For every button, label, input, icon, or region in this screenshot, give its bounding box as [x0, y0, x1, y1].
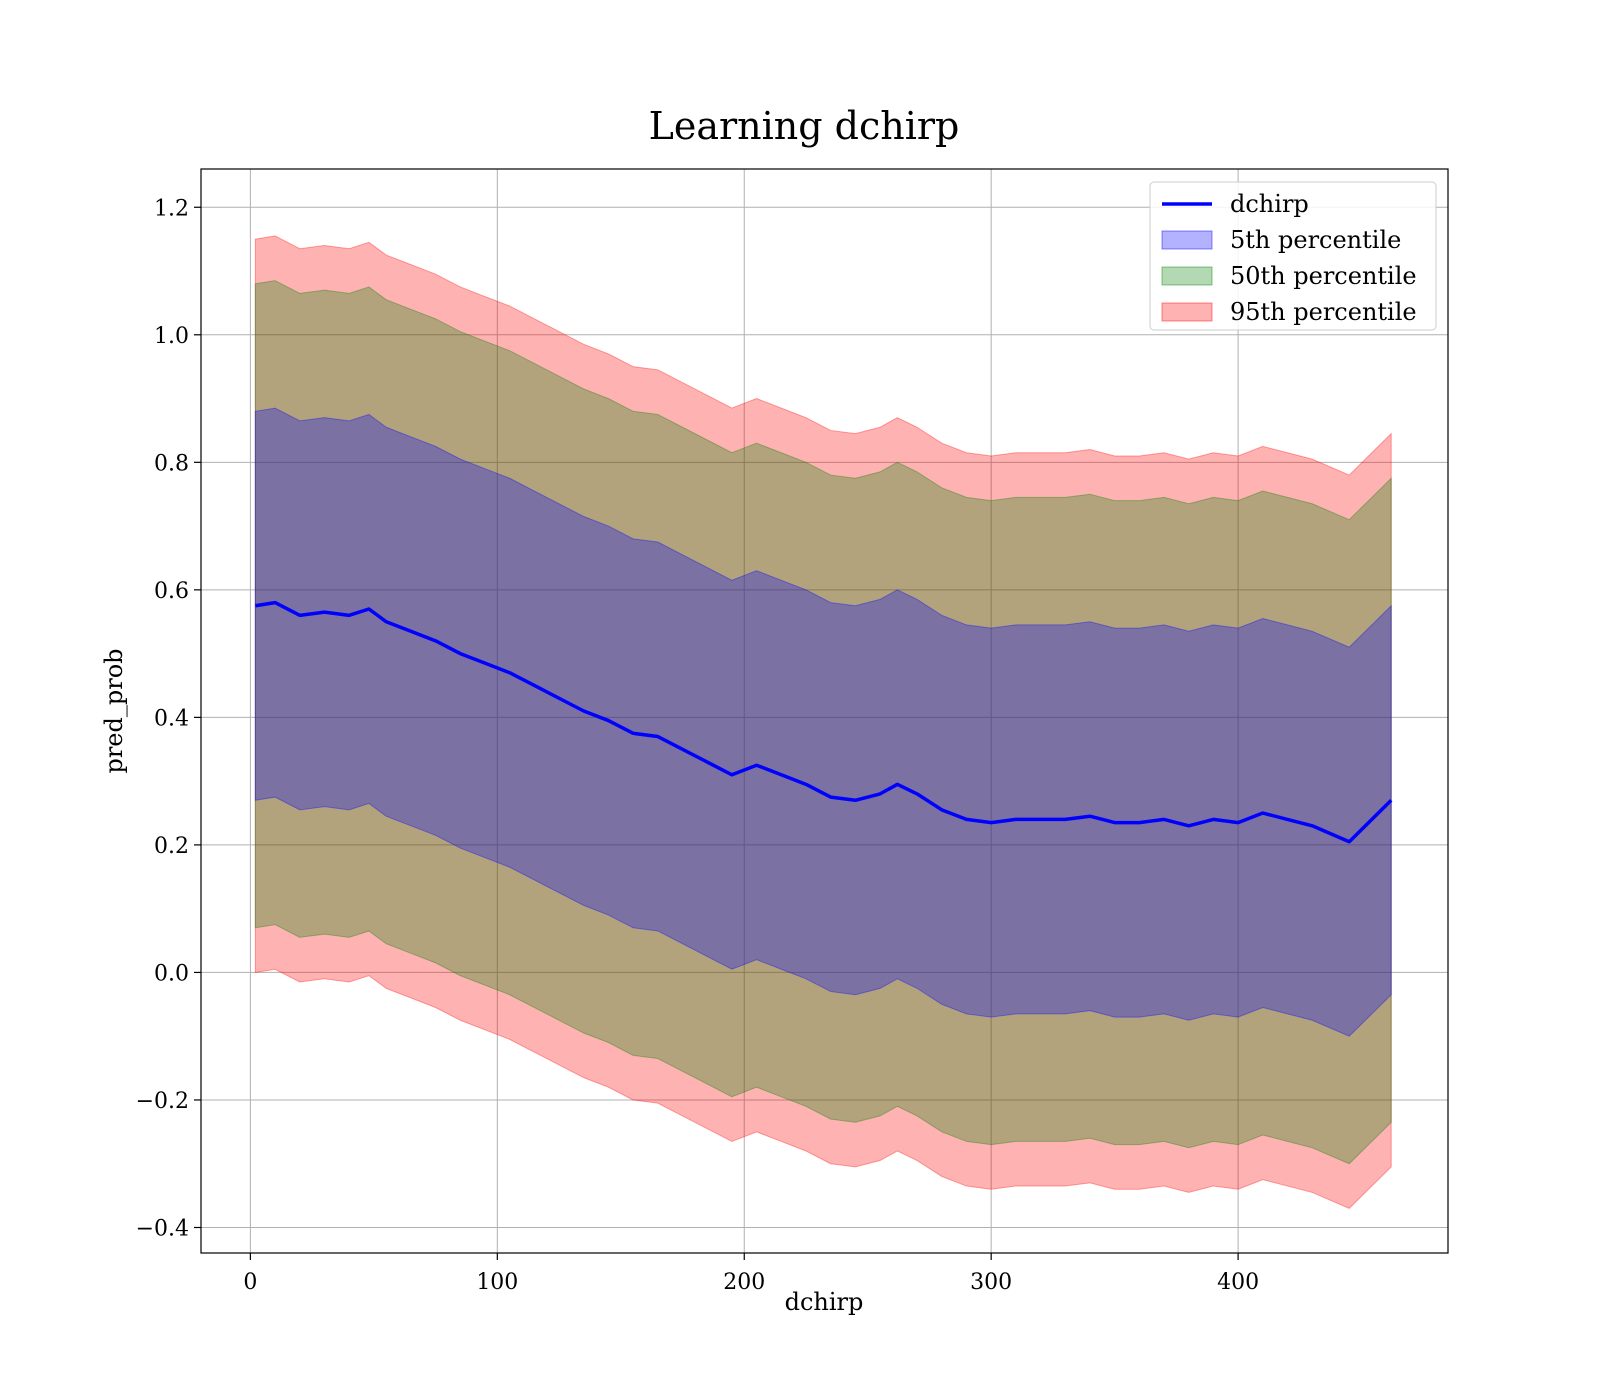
x-tick-label-2: 200 [723, 1270, 765, 1295]
band-50th-percentile [254, 280, 1392, 1165]
y-tick-label-0: −0.4 [136, 1216, 189, 1241]
x-tick-label-4: 400 [1217, 1270, 1259, 1295]
y-tick-label-8: 1.2 [154, 196, 189, 221]
y-tick-label-2: 0.0 [154, 961, 189, 986]
y-tick-label-3: 0.2 [154, 834, 189, 859]
series-line-dchirp [255, 600, 1393, 844]
axis-ticks: 0 100 200 300 400 −0.4 −0.2 0.0 0.2 0.4 0.6 0.8 1.0 1… [136, 196, 1260, 1295]
x-tick-label-0: 0 [243, 1270, 257, 1295]
x-axis-label: dchirp [785, 1288, 864, 1316]
grid [201, 169, 1448, 1253]
y-tick-label-7: 1.0 [154, 324, 189, 349]
legend-label-50th-percentile: 50th percentile [1230, 262, 1417, 290]
legend-label-95th-percentile: 95th percentile [1230, 298, 1417, 326]
band-5th-percentile [254, 407, 1392, 1037]
y-tick-label-4: 0.4 [154, 706, 189, 731]
legend: dchirp 5th percentile 50th percentile 95th … [1149, 181, 1437, 331]
y-tick-label-1: −0.2 [136, 1089, 189, 1114]
legend-box [1149, 181, 1437, 331]
legend-swatch-50th-percentile [1161, 266, 1213, 286]
legend-label-5th-percentile: 5th percentile [1230, 226, 1401, 254]
percentile-bands [254, 235, 1392, 1209]
x-tick-label-3: 300 [970, 1270, 1012, 1295]
legend-swatch-5th-percentile [1161, 230, 1213, 250]
y-tick-label-6: 0.8 [154, 451, 189, 476]
chart-title: Learning dchirp [649, 104, 960, 148]
plot-frame [200, 168, 1449, 1254]
series-lines [255, 600, 1393, 844]
band-95th-percentile [254, 235, 1392, 1209]
y-tick-label-5: 0.6 [154, 579, 189, 604]
legend-label-dchirp: dchirp [1230, 190, 1309, 218]
x-tick-label-1: 100 [476, 1270, 518, 1295]
legend-swatch-95th-percentile [1161, 302, 1213, 322]
y-axis-label: pred_prob [100, 648, 128, 773]
